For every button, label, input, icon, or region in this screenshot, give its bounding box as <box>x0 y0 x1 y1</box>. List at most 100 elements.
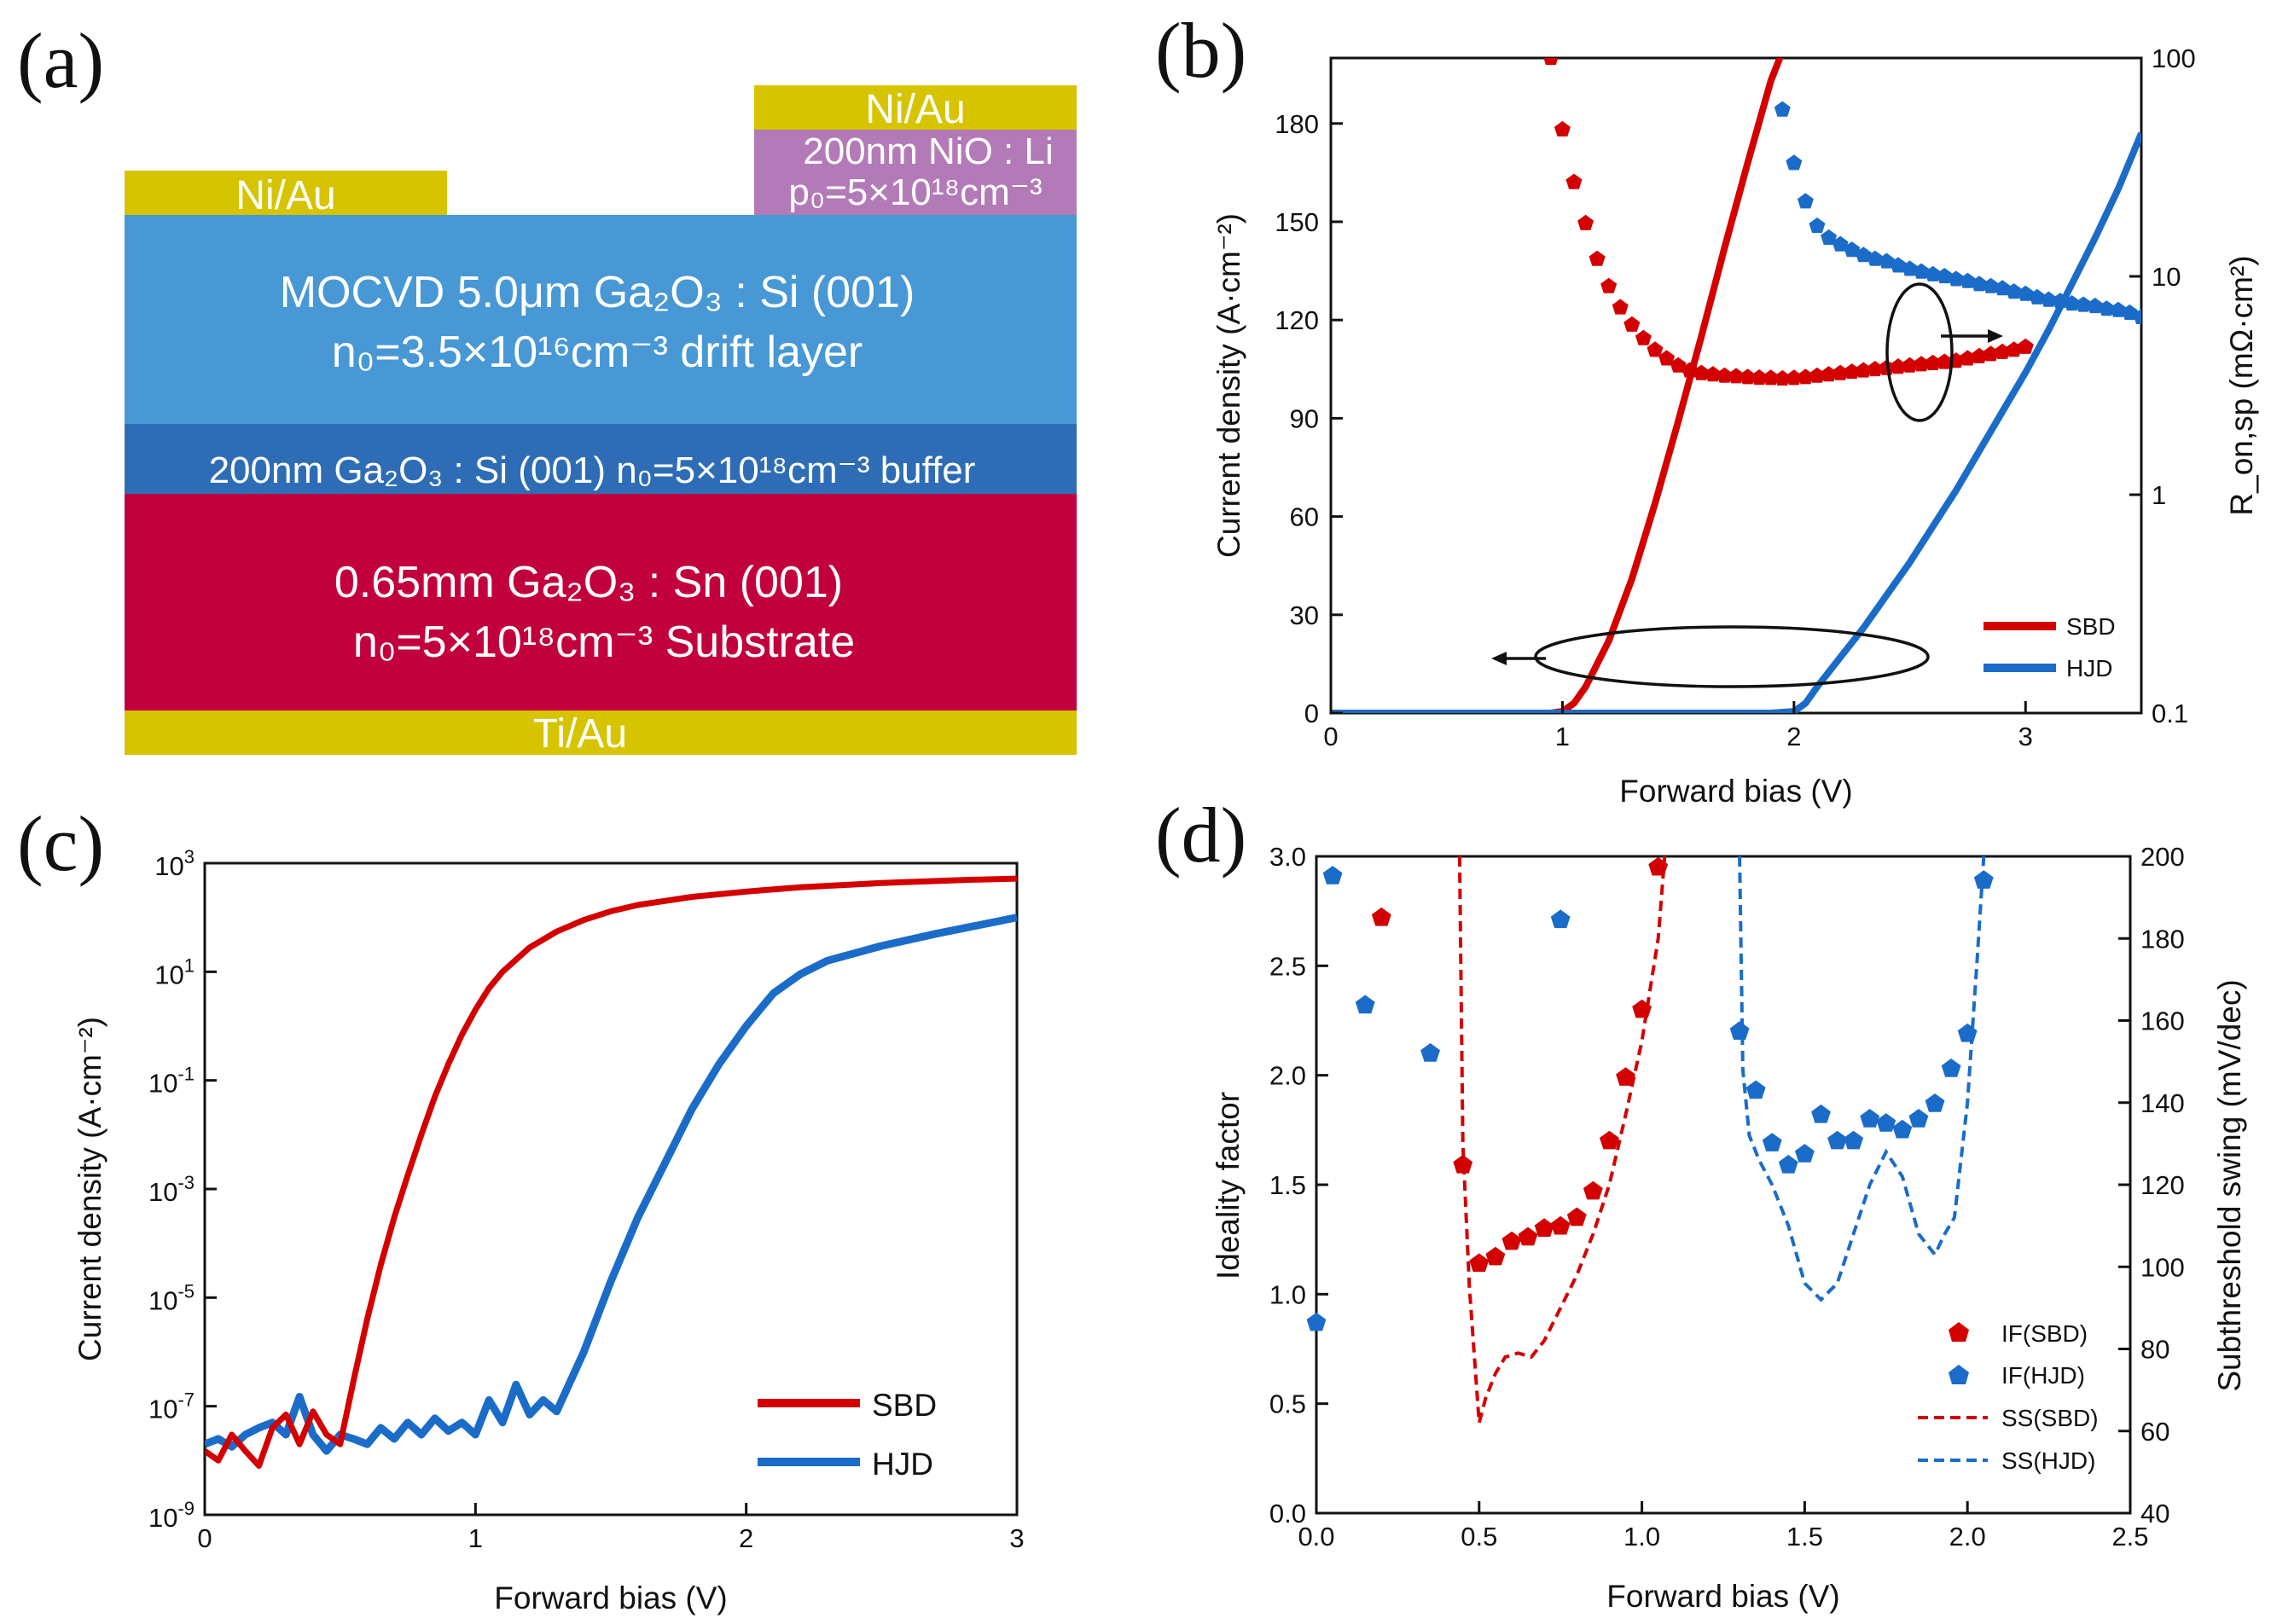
plot-d-y2tick-label: 40 <box>2140 1499 2169 1528</box>
plot-b-marker <box>1623 316 1641 332</box>
nio-layer <box>754 130 1077 215</box>
plot-b-y2tick-label: 100 <box>2152 44 2196 73</box>
panel-d-label: (d) <box>1155 792 1246 879</box>
plot-d-marker <box>1322 866 1343 884</box>
plot-d-xtick-label: 0.0 <box>1298 1522 1334 1552</box>
plot-b-marker <box>1751 369 1768 386</box>
plot-d-y2tick-label: 60 <box>2140 1417 2169 1447</box>
plot-b-marker <box>2110 301 2127 317</box>
substrate-label-1: 0.65mm Ga₂O₃ : Sn (001) <box>334 558 843 607</box>
plot-d-line-sshjd <box>1738 856 1986 1302</box>
plot-c-ytick-label: 10-3 <box>148 1172 195 1207</box>
plot-d-marker <box>1827 1130 1847 1150</box>
plot-d-marker <box>1550 909 1571 929</box>
plot-d-y2tick-label: 120 <box>2140 1170 2185 1200</box>
plot-d-marker <box>1518 1227 1538 1246</box>
legend-d-if-sbd-marker <box>1949 1322 1969 1342</box>
plot-d-xtick-label: 1.5 <box>1786 1522 1823 1552</box>
legend-d-ss-hjd: SS(HJD) <box>2001 1447 2095 1474</box>
plot-d-marker <box>1616 1067 1635 1086</box>
plot-d-marker <box>1371 907 1391 926</box>
plot-b-marker <box>1867 361 1884 377</box>
plot-b-marker <box>1936 268 1953 284</box>
plot-d-xtick-label: 2.5 <box>2111 1522 2148 1552</box>
plot-b-marker <box>1740 368 1757 385</box>
plot-b-marker <box>2087 298 2104 314</box>
plot-b-marker <box>1971 276 1988 292</box>
plot-b-xtick-label: 2 <box>1786 722 1801 751</box>
plot-c-ylabel: Current density (A·cm⁻²) <box>73 1017 107 1361</box>
plot-b-ytick-label: 0 <box>1304 699 1319 728</box>
plot-d-y2tick-label: 80 <box>2140 1335 2169 1365</box>
plot-b-ytick-label: 180 <box>1275 109 1319 139</box>
plot-d-ytick-label: 2.0 <box>1269 1061 1306 1091</box>
plot-d-marker <box>1583 1180 1603 1200</box>
plot-d-marker <box>1892 1119 1913 1139</box>
plot-d-y2tick-label: 160 <box>2140 1006 2185 1036</box>
plot-d-marker <box>1420 1043 1440 1062</box>
plot-d-marker <box>1534 1218 1554 1237</box>
plot-b-marker <box>1589 250 1606 266</box>
plot-d-marker <box>1485 1246 1506 1266</box>
plot-c-xtick-label: 0 <box>197 1523 212 1553</box>
panel-c: (c) 0 1 2 3 103 101 10-1 10-3 10-5 10-7 10-9 SBD H… <box>17 800 1025 1615</box>
plot-c-ytick-label: 103 <box>154 846 195 881</box>
plot-d-ytick-label: 0.0 <box>1269 1499 1306 1528</box>
plot-b-marker <box>1844 363 1861 380</box>
buffer-layer-label: 200nm Ga₂O₃ : Si (001) n₀=5×10¹⁸cm⁻³ buf… <box>209 450 976 491</box>
plot-b-marker <box>1809 218 1826 234</box>
plot-d-xlabel: Forward bias (V) <box>1606 1579 1839 1614</box>
plot-b-marker <box>2017 285 2034 301</box>
plot-d-ytick-label: 1.0 <box>1269 1279 1306 1309</box>
plot-b-marker <box>1913 263 1930 279</box>
plot-d-marker <box>1469 1253 1490 1273</box>
plot-b-marker <box>1890 257 1907 273</box>
nio-layer-label-1: 200nm NiO : Li <box>803 130 1053 172</box>
anode-left-metal-label: Ni/Au <box>235 173 335 218</box>
panel-a-label: (a) <box>17 17 104 104</box>
legend-c-sbd: SBD <box>872 1388 937 1423</box>
legend-b-hjd: HJD <box>2066 655 2112 682</box>
legend-d-if-hjd: IF(HJD) <box>2001 1362 2085 1389</box>
plot-b-marker <box>1797 193 1814 209</box>
plot-c-xtick-label: 1 <box>468 1523 483 1553</box>
plot-c-ytick-label: 10-5 <box>148 1280 195 1315</box>
plot-d-ytick-label: 2.5 <box>1269 951 1306 981</box>
plot-c-line-sbd <box>205 875 1017 1469</box>
plot-b-marker <box>1716 367 1733 383</box>
plot-b-marker <box>2029 288 2046 304</box>
plot-c-ytick-label: 10-9 <box>148 1498 195 1533</box>
plot-b-marker <box>1867 250 1884 266</box>
plot-b-marker <box>1797 368 1814 385</box>
plot-b-marker <box>2052 293 2069 309</box>
plot-b-marker <box>1705 366 1722 382</box>
plot-d-marker <box>1778 1154 1798 1174</box>
plot-b-marker <box>1821 229 1838 245</box>
plot-b-marker <box>1983 277 2000 293</box>
plot-d-marker <box>1600 1130 1619 1150</box>
current-group-ellipse <box>1534 625 1930 688</box>
cathode-metal-label: Ti/Au <box>533 711 627 757</box>
panel-b-label: (b) <box>1155 7 1246 94</box>
panel-a: (a) Ni/Au Ni/Au 200nm NiO : Li p₀=5×10¹⁸… <box>17 17 1077 757</box>
plot-d-marker <box>1844 1130 1864 1150</box>
plot-b-y2tick-label: 10 <box>2152 262 2181 292</box>
plot-b-marker <box>1902 357 1919 373</box>
plot-b-marker <box>1681 362 1699 378</box>
plot-b-marker <box>1763 369 1780 386</box>
plot-c-line-hjd <box>205 914 1017 1455</box>
plot-b-marker <box>1728 368 1745 384</box>
plot-b-marker <box>1612 299 1629 315</box>
plot-d-marker <box>1876 1113 1896 1132</box>
plot-b-marker <box>1925 354 1942 370</box>
plot-d-marker <box>1453 1154 1473 1174</box>
plot-b-marker <box>2017 338 2034 354</box>
plot-d-ylabel: Ideality factor <box>1211 1092 1246 1279</box>
plot-d-ytick-label: 0.5 <box>1269 1389 1306 1419</box>
plot-b-marker <box>1774 369 1791 386</box>
plot-b-marker <box>1577 214 1594 230</box>
plot-d-marker <box>1908 1109 1929 1128</box>
ron-group-ellipse <box>1885 282 1954 422</box>
plot-b-marker <box>1855 362 1872 378</box>
plot-b-marker <box>1554 120 1571 136</box>
